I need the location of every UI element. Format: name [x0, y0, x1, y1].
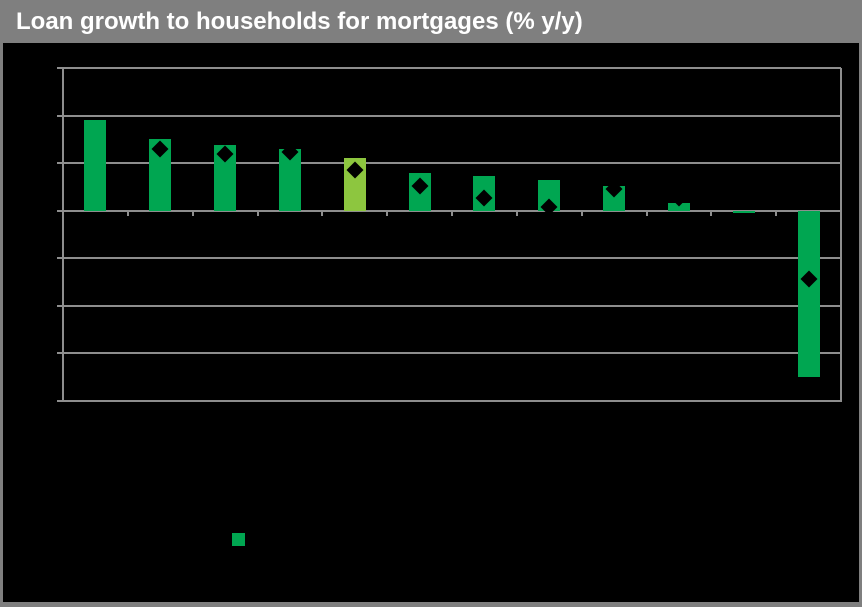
bar: [668, 203, 690, 211]
x-axis-tick: [580, 210, 583, 216]
y-axis: [62, 68, 64, 402]
gridline: [63, 162, 841, 165]
gridline: [63, 352, 841, 355]
gridline: [63, 67, 841, 69]
chart-title: Loan growth to households for mortgages …: [16, 7, 583, 35]
y-axis-tick: [57, 352, 63, 355]
x-axis-tick: [321, 210, 324, 216]
gridline: [63, 257, 841, 260]
x-axis-tick: [386, 210, 389, 216]
y-axis-tick: [57, 304, 63, 307]
bar: [149, 139, 171, 211]
y-axis-tick: [57, 114, 63, 117]
gridline: [63, 304, 841, 307]
x-axis-tick: [775, 210, 778, 216]
x-axis-tick: [62, 210, 64, 216]
x-axis-tick: [515, 210, 518, 216]
bar: [798, 210, 820, 378]
y-axis-tick: [57, 209, 63, 212]
x-axis-tick: [645, 210, 648, 216]
bar: [84, 120, 106, 211]
x-axis-tick: [126, 210, 129, 216]
chart-title-bar: Loan growth to households for mortgages …: [0, 0, 862, 43]
x-axis-tick: [191, 210, 194, 216]
gridline: [63, 114, 841, 117]
plot-right-border: [840, 68, 842, 402]
bar: [733, 210, 755, 213]
bar: [279, 148, 301, 211]
y-axis-tick: [57, 67, 63, 69]
x-axis-tick: [840, 210, 842, 216]
bar: [214, 145, 236, 211]
y-axis-tick: [57, 162, 63, 165]
legend-bar-series-swatch: [232, 533, 245, 546]
y-axis-tick: [57, 257, 63, 260]
x-axis-tick: [451, 210, 453, 216]
x-axis-tick: [256, 210, 259, 216]
x-axis-tick: [710, 210, 713, 216]
chart-canvas: [3, 43, 859, 602]
gridline: [63, 400, 841, 402]
y-axis-tick: [57, 400, 63, 402]
